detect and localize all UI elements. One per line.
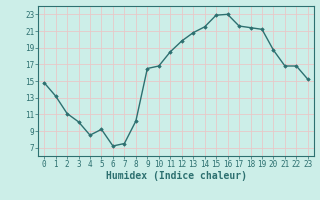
X-axis label: Humidex (Indice chaleur): Humidex (Indice chaleur) xyxy=(106,171,246,181)
